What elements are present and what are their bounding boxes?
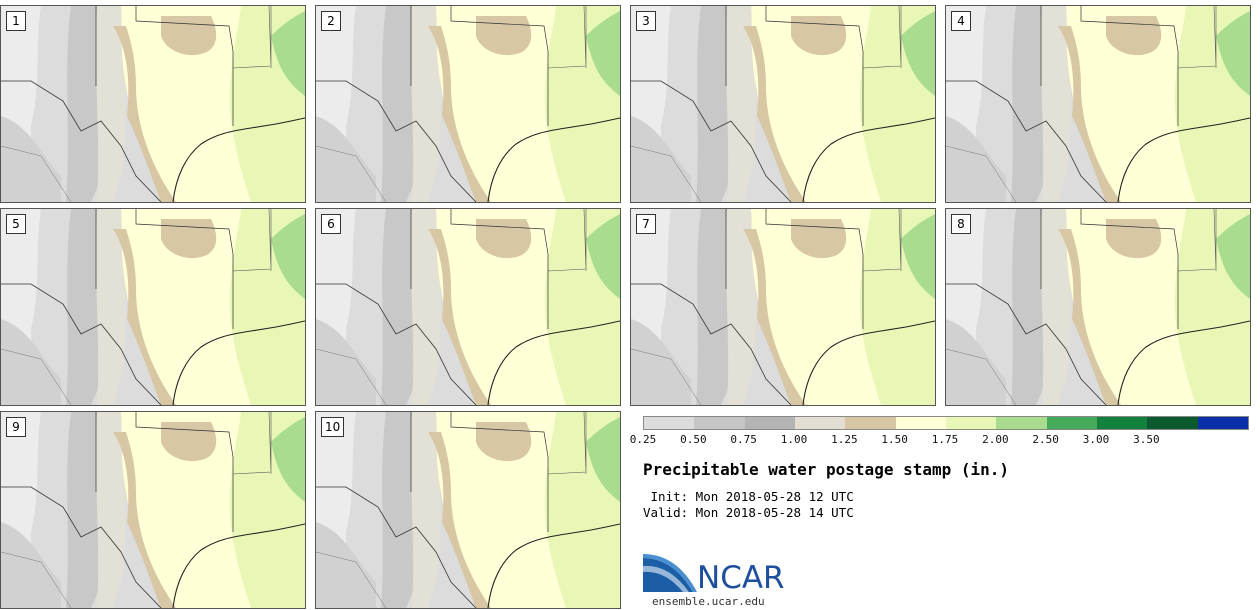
panel-number: 2 [321, 11, 341, 31]
panel-number: 4 [951, 11, 971, 31]
colorbar-segment [644, 417, 695, 429]
panel-number: 10 [321, 417, 345, 437]
map-panel-4: 4 [945, 5, 1251, 203]
precip-water-map [316, 412, 620, 608]
map-panel-9: 9 [0, 411, 306, 609]
map-panel-2: 2 [315, 5, 621, 203]
colorbar-tick-label: 3.50 [1133, 433, 1160, 446]
precip-water-map [631, 209, 935, 405]
panel-number: 6 [321, 214, 341, 234]
precip-water-map [1, 412, 305, 608]
valid-time: Valid: Mon 2018-05-28 14 UTC [643, 505, 854, 520]
colorbar-segment [845, 417, 897, 429]
chart-title: Precipitable water postage stamp (in.) [643, 460, 1010, 479]
colorbar-tick-label: 1.00 [780, 433, 808, 446]
panel-number: 9 [6, 417, 26, 437]
panel-number: 7 [636, 214, 656, 234]
precip-water-map [316, 6, 620, 202]
colorbar-tick-label: 1.25 [831, 433, 858, 446]
colorbar-segment [1147, 417, 1199, 429]
colorbar-tick-label: 0.50 [680, 433, 707, 446]
panel-number: 5 [6, 214, 26, 234]
map-panel-8: 8 [945, 208, 1251, 406]
colorbar-segment [1046, 417, 1098, 429]
colorbar-tick-label: 1.50 [881, 433, 908, 446]
colorbar-segment [996, 417, 1048, 429]
precip-water-map [946, 6, 1250, 202]
colorbar-tick-label: 1.75 [931, 433, 959, 446]
map-panel-10: 10 [315, 411, 621, 609]
panel-number: 3 [636, 11, 656, 31]
ncar-logo-text: NCAR [697, 560, 785, 596]
colorbar [643, 416, 1249, 430]
colorbar-tick-label: 0.75 [730, 433, 757, 446]
precip-water-map [316, 209, 620, 405]
map-panel-1: 1 [0, 5, 306, 203]
init-time: Init: Mon 2018-05-28 12 UTC [643, 489, 854, 504]
colorbar-segment [1097, 417, 1148, 429]
colorbar-segment [895, 417, 947, 429]
site-url: ensemble.ucar.edu [652, 595, 765, 608]
colorbar-segment [795, 417, 846, 429]
ncar-logo-icon [643, 554, 697, 592]
map-panel-6: 6 [315, 208, 621, 406]
panel-number: 1 [6, 11, 26, 31]
colorbar-segment [694, 417, 746, 429]
colorbar-segment [1197, 417, 1249, 429]
precip-water-map [1, 209, 305, 405]
colorbar-tick-label: 0.25 [629, 433, 657, 446]
colorbar-segment [946, 417, 997, 429]
map-panel-5: 5 [0, 208, 306, 406]
panel-number: 8 [951, 214, 971, 234]
colorbar-tick-label: 2.00 [982, 433, 1009, 446]
map-panel-7: 7 [630, 208, 936, 406]
precip-water-map [631, 6, 935, 202]
precip-water-map [1, 6, 305, 202]
precip-water-map [946, 209, 1250, 405]
colorbar-tick-label: 3.00 [1082, 433, 1110, 446]
map-panel-3: 3 [630, 5, 936, 203]
colorbar-segment [744, 417, 796, 429]
colorbar-tick-label: 2.50 [1032, 433, 1059, 446]
